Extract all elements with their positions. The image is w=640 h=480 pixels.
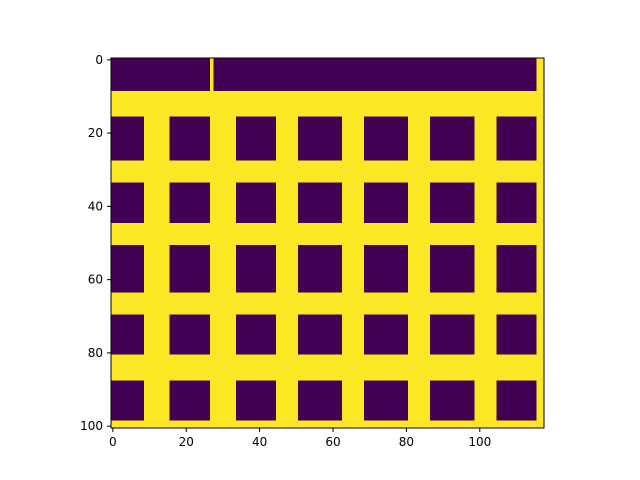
heatmap-block xyxy=(298,314,343,355)
x-tick-label: 0 xyxy=(109,435,117,449)
heatmap-block xyxy=(430,380,475,421)
heatmap-block xyxy=(430,116,475,161)
y-tick-label: 20 xyxy=(88,126,103,140)
heatmap-block xyxy=(235,182,277,223)
heatmap-block xyxy=(364,116,409,161)
x-axis: 0 20 40 60 80 100 xyxy=(109,428,491,449)
axes-spines xyxy=(110,57,545,429)
x-tick-label: 20 xyxy=(179,435,194,449)
heatmap-block xyxy=(364,244,409,293)
heatmap-block xyxy=(235,116,277,161)
heatmap-block xyxy=(496,182,537,223)
heatmap-block xyxy=(169,244,211,293)
heatmap-block xyxy=(298,116,343,161)
heatmap-block xyxy=(364,380,409,421)
heatmap-block xyxy=(235,380,277,421)
heatmap-top-band-block xyxy=(364,58,475,91)
heatmap-block xyxy=(430,314,475,355)
heatmap-block xyxy=(364,182,409,223)
x-tick-label: 60 xyxy=(325,435,340,449)
heatmap-block xyxy=(496,314,537,355)
heatmap-block xyxy=(111,314,145,355)
y-tick-label: 0 xyxy=(95,53,103,67)
heatmap-block xyxy=(298,244,343,293)
heatmap-block xyxy=(169,380,211,421)
heatmap-image xyxy=(111,58,544,428)
heatmap-block xyxy=(298,380,343,421)
heatmap-block xyxy=(430,182,475,223)
axes-frame xyxy=(110,57,545,429)
heatmap-block xyxy=(496,380,537,421)
heatmap-block xyxy=(169,314,211,355)
x-tick-label: 100 xyxy=(468,435,491,449)
heatmap-block xyxy=(496,116,537,161)
x-tick-label: 40 xyxy=(252,435,267,449)
x-tick-label: 80 xyxy=(399,435,414,449)
heatmap-block xyxy=(111,182,145,223)
heatmap-block xyxy=(235,244,277,293)
heatmap-block xyxy=(298,182,343,223)
y-tick-label: 40 xyxy=(88,199,103,213)
heatmap-block xyxy=(169,116,211,161)
heatmap-block xyxy=(111,380,145,421)
heatmap-block xyxy=(430,244,475,293)
y-axis: 0 20 40 60 80 100 xyxy=(80,53,111,433)
heatmap-top-band-block xyxy=(276,58,365,91)
heatmap-block xyxy=(235,314,277,355)
heatmap-top-band-block xyxy=(213,58,277,91)
heatmap-block xyxy=(169,182,211,223)
y-tick-label: 60 xyxy=(88,273,103,287)
heatmap-block xyxy=(111,116,145,161)
y-tick-label: 80 xyxy=(88,346,103,360)
heatmap-block xyxy=(496,244,537,293)
heatmap-top-band-block xyxy=(474,58,537,91)
heatmap-block xyxy=(364,314,409,355)
heatmap-block xyxy=(111,244,145,293)
y-tick-label: 100 xyxy=(80,419,103,433)
heatmap-top-band-block xyxy=(111,58,211,91)
heatmap-background-cells xyxy=(111,58,544,428)
